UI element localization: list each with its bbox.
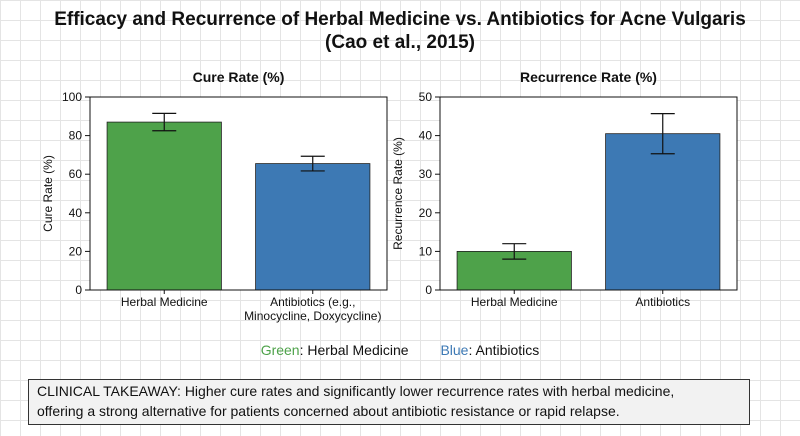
y-axis-label-1: Recurrence Rate (%) bbox=[391, 137, 405, 250]
y-tick-label-1-0: 0 bbox=[425, 283, 432, 297]
x-tick-label-0-0-0: Herbal Medicine bbox=[121, 295, 208, 309]
takeaway-line-2: offering a strong alternative for patien… bbox=[37, 403, 620, 419]
x-tick-label-0-1-0: Antibiotics (e.g., bbox=[270, 295, 355, 309]
x-tick-label-1-1-0: Antibiotics bbox=[635, 295, 690, 309]
title-line-2: (Cao et al., 2015) bbox=[325, 32, 475, 53]
legend-text-antibiotics: : Antibiotics bbox=[468, 342, 540, 358]
legend-color-word-herbal: Green bbox=[260, 342, 300, 358]
y-tick-label-1-5: 50 bbox=[419, 90, 433, 104]
plot-frame-0 bbox=[89, 96, 388, 291]
y-tick-label-1-3: 30 bbox=[419, 167, 433, 181]
page-title: Efficacy and Recurrence of Herbal Medici… bbox=[0, 8, 800, 54]
plot-frame-1 bbox=[439, 96, 738, 291]
bar-0-1 bbox=[255, 163, 371, 291]
y-tick-label-0-5: 100 bbox=[62, 90, 82, 104]
legend-color-word-antibiotics: Blue bbox=[440, 342, 469, 358]
takeaway-line-1: CLINICAL TAKEAWAY: Higher cure rates and… bbox=[37, 383, 675, 399]
x-tick-label-1-0-0: Herbal Medicine bbox=[471, 295, 558, 309]
legend-item-herbal: Green: Herbal Medicine bbox=[261, 342, 413, 358]
y-tick-label-0-1: 20 bbox=[69, 244, 83, 258]
bar-0-0 bbox=[106, 121, 222, 291]
y-tick-label-0-4: 80 bbox=[69, 129, 83, 143]
y-tick-label-1-4: 40 bbox=[419, 129, 433, 143]
bar-1-1 bbox=[605, 133, 721, 291]
y-tick-label-1-1: 10 bbox=[419, 244, 433, 258]
legend: Green: Herbal Medicine Blue: Antibiotics bbox=[0, 342, 800, 358]
y-tick-label-0-3: 60 bbox=[69, 167, 83, 181]
y-tick-label-1-2: 20 bbox=[419, 206, 433, 220]
chart-title-0: Cure Rate (%) bbox=[193, 69, 285, 85]
clinical-takeaway-box: CLINICAL TAKEAWAY: Higher cure rates and… bbox=[28, 379, 750, 425]
y-tick-label-0-0: 0 bbox=[75, 283, 82, 297]
y-tick-label-0-2: 40 bbox=[69, 206, 83, 220]
legend-text-herbal: : Herbal Medicine bbox=[299, 342, 409, 358]
charts-svg: Cure Rate (%)Cure Rate (%)020406080100He… bbox=[41, 69, 738, 323]
chart-title-1: Recurrence Rate (%) bbox=[520, 69, 657, 85]
x-tick-label-0-1-1: Minocycline, Doxycycline) bbox=[244, 309, 381, 323]
title-line-1: Efficacy and Recurrence of Herbal Medici… bbox=[54, 9, 746, 30]
legend-item-antibiotics: Blue: Antibiotics bbox=[440, 342, 539, 358]
y-axis-label-0: Cure Rate (%) bbox=[41, 155, 55, 232]
